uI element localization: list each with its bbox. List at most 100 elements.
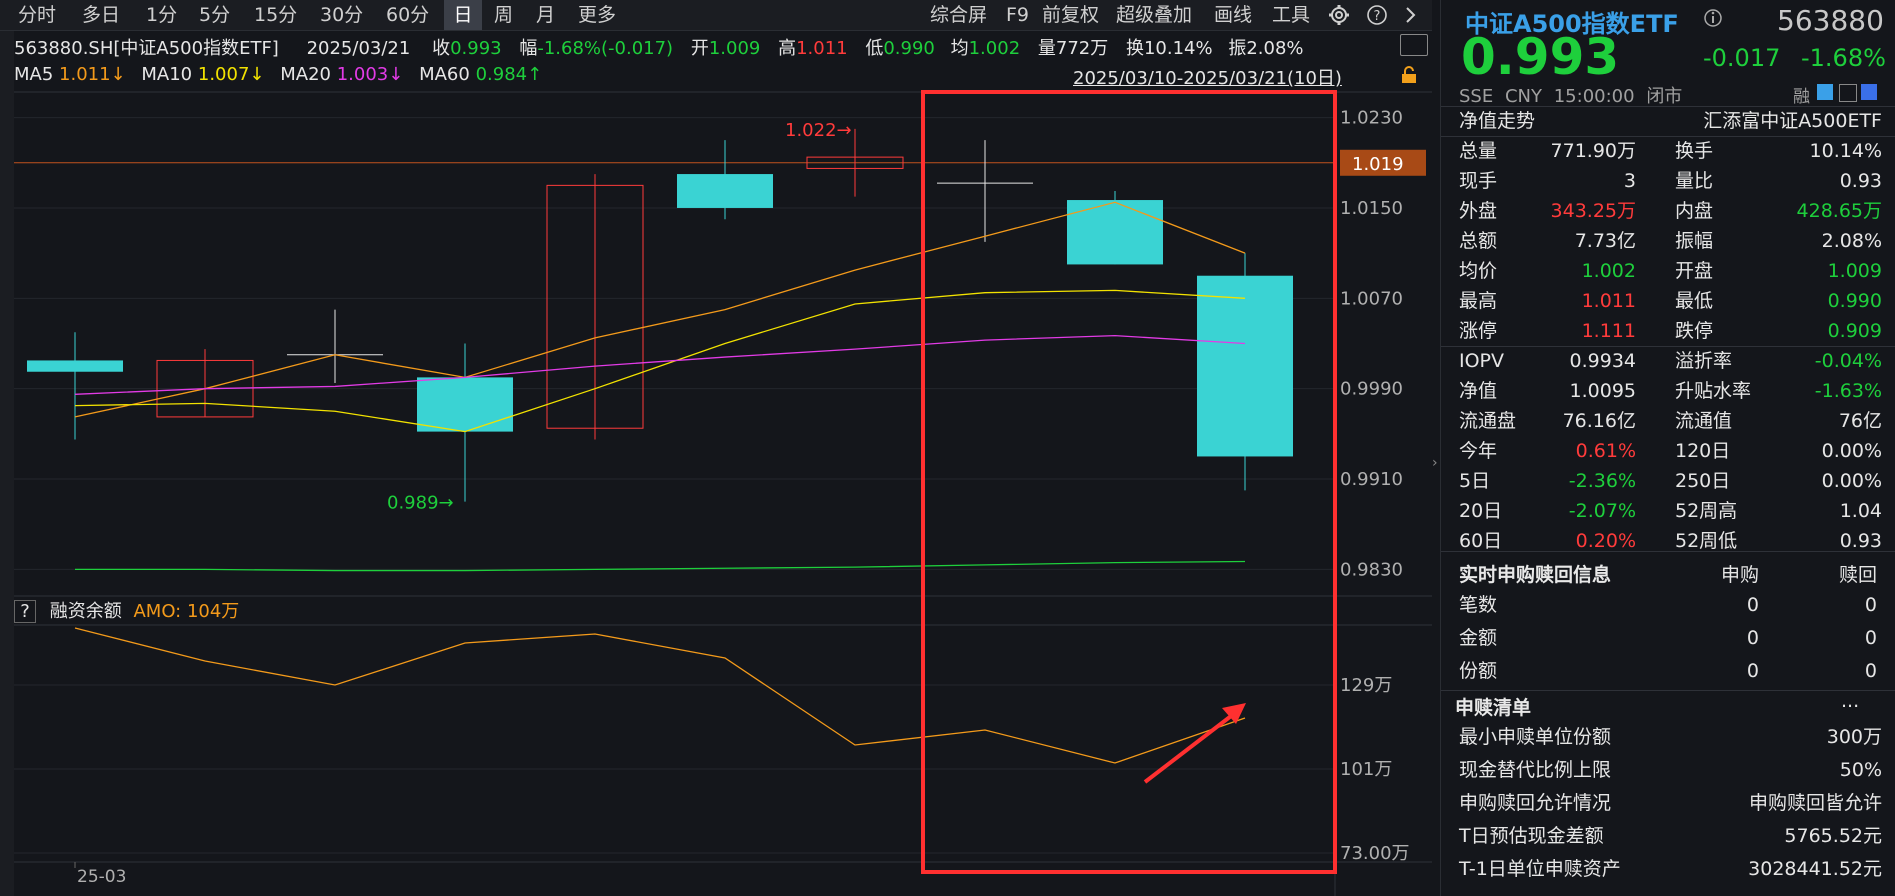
stat-value: 1.111 — [1581, 320, 1636, 342]
forward-adjust-button[interactable]: 前复权 — [1042, 4, 1100, 26]
list-row-label: 现金替代比例上限 — [1459, 759, 1612, 781]
collapse-handle[interactable]: › — [1432, 455, 1438, 471]
add-icon[interactable] — [1839, 84, 1857, 102]
tab-multiday[interactable]: 多日 — [82, 4, 121, 26]
nav-trend-label[interactable]: 净值走势 — [1459, 110, 1536, 132]
tab-15min[interactable]: 15分 — [254, 4, 298, 26]
more-button[interactable]: ... — [1841, 690, 1860, 712]
redemption-list-title: 申赎清单 — [1455, 697, 1532, 719]
period-range-label[interactable]: 2025/03/10-2025/03/21(10日) — [1073, 68, 1342, 89]
market-closed-label: 闭市 — [1646, 86, 1683, 107]
f9-button[interactable]: F9 — [1006, 4, 1030, 26]
candle-body — [806, 156, 904, 169]
quote-info-line: 563880.SH[中证A500指数ETF] 2025/03/21 收0.993… — [14, 34, 1304, 60]
sub-row-label: 份额 — [1459, 660, 1498, 682]
date-label: 2025/03/21 — [306, 38, 411, 59]
stat-row: 流通盘 76.16亿 流通值 76亿 — [1441, 406, 1895, 436]
tab-intraday[interactable]: 分时 — [18, 4, 57, 26]
subscription-row: 笔数 0 0 — [1441, 590, 1895, 620]
chevron-right-icon[interactable] — [1404, 0, 1424, 30]
draw-line-button[interactable]: 画线 — [1214, 4, 1253, 26]
sub-chart-title: 融资余额 — [49, 601, 122, 622]
list-row-label: T-1日单位申赎资产 — [1459, 858, 1621, 880]
amplitude-label: 振 — [1228, 38, 1247, 59]
expand-icon[interactable] — [1861, 84, 1877, 100]
stat-label: 60日 — [1459, 530, 1503, 552]
tab-5min[interactable]: 5分 — [199, 4, 231, 26]
stat-value: -0.04% — [1814, 350, 1882, 372]
stat-label: 溢折率 — [1675, 350, 1733, 372]
list-row-value: 3028441.52元 — [1748, 858, 1882, 880]
help-icon[interactable]: ? — [14, 600, 36, 623]
stat-value: 76亿 — [1838, 410, 1882, 432]
turnover-value: 10.14% — [1143, 38, 1213, 59]
current-price-label: 1.019 — [1352, 154, 1404, 175]
stat-label: 总量 — [1459, 140, 1498, 162]
y-tick-label: 0.9990 — [1340, 379, 1403, 400]
question-icon[interactable]: ? — [1366, 0, 1390, 30]
info-icon[interactable] — [1703, 8, 1723, 28]
lock-icon[interactable] — [1400, 66, 1418, 84]
tab-daily[interactable]: 日 — [444, 0, 482, 30]
stat-row: 总额 7.73亿 振幅 2.08% — [1441, 226, 1895, 256]
edit-icon[interactable] — [1817, 84, 1833, 100]
market-status-line: SSE CNY 15:00:00 闭市 — [1459, 82, 1682, 108]
window-icon[interactable] — [1400, 34, 1428, 56]
nav-trend-row[interactable]: 净值走势 汇添富中证A500ETF — [1441, 106, 1895, 136]
volume-label: 量 — [1037, 38, 1056, 59]
stat-value: 1.0095 — [1569, 380, 1636, 402]
stat-row: 总量 771.90万 换手 10.14% — [1441, 136, 1895, 166]
stat-value: 0.61% — [1575, 440, 1636, 462]
stat-label: 120日 — [1675, 440, 1731, 462]
tab-1min[interactable]: 1分 — [146, 4, 178, 26]
super-overlay-button[interactable]: 超级叠加 — [1116, 4, 1193, 26]
x-tick-label: 25-03 — [77, 867, 126, 887]
candle-body — [1197, 275, 1293, 457]
tools-button[interactable]: 工具 — [1272, 4, 1311, 26]
tab-60min[interactable]: 60分 — [386, 4, 430, 26]
stat-label: 涨停 — [1459, 320, 1498, 342]
stat-value: -2.36% — [1568, 470, 1636, 492]
stat-label: 今年 — [1459, 440, 1498, 462]
stat-label: 升贴水率 — [1675, 380, 1752, 402]
stat-row: 外盘 343.25万 内盘 428.65万 — [1441, 196, 1895, 226]
tab-30min[interactable]: 30分 — [320, 4, 364, 26]
kline-chart[interactable]: 1.0230 1.0150 1.0070 0.9990 0.9910 0.9830 129万… — [0, 0, 1432, 896]
high-label: 高 — [778, 38, 797, 59]
ma-line-ma60 — [75, 560, 1246, 572]
tab-monthly[interactable]: 月 — [536, 4, 556, 26]
stat-label: 流通盘 — [1459, 410, 1517, 432]
redemption-list-row: 现金替代比例上限 50% — [1441, 755, 1895, 785]
stat-label: 20日 — [1459, 500, 1503, 522]
stat-row: 今年 0.61% 120日 0.00% — [1441, 436, 1895, 466]
price-change: -0.017 — [1703, 44, 1781, 72]
stat-value: 76.16亿 — [1562, 410, 1636, 432]
y-tick-label: 1.0070 — [1340, 288, 1403, 309]
stat-label: 开盘 — [1675, 260, 1714, 282]
stat-label: 净值 — [1459, 380, 1498, 402]
trend-arrow-head — [1222, 703, 1246, 724]
low-value: 0.990 — [883, 38, 935, 59]
fund-company-label: 汇添富中证A500ETF — [1703, 110, 1882, 132]
y-tick-label: 0.9910 — [1340, 469, 1403, 490]
stat-label: 均价 — [1459, 260, 1498, 282]
stat-label: 换手 — [1675, 140, 1714, 162]
sub-buy-value: 0 — [1746, 627, 1759, 649]
gear-icon[interactable] — [1328, 0, 1352, 30]
tab-more[interactable]: 更多 — [578, 4, 617, 26]
y-tick-label: 1.0150 — [1340, 198, 1403, 219]
close-label: 收 — [432, 38, 451, 59]
sub-chart-legend: ? 融资余额 AMO: 104万 — [14, 597, 239, 623]
stat-row: IOPV 0.9934 溢折率 -0.04% — [1441, 346, 1895, 376]
stat-label: IOPV — [1459, 350, 1505, 372]
composite-screen-button[interactable]: 综合屏 — [930, 4, 988, 26]
ma10-value: 1.007↓ — [197, 64, 265, 85]
fund-code: 563880 — [1777, 4, 1884, 37]
sub-row-label: 笔数 — [1459, 594, 1498, 616]
tab-weekly[interactable]: 周 — [494, 4, 514, 26]
y-tick-label: 1.0230 — [1340, 108, 1403, 129]
stat-value: -2.07% — [1568, 500, 1636, 522]
stat-row: 涨停 1.111 跌停 0.909 — [1441, 316, 1895, 346]
sub-col-buy: 申购 — [1720, 564, 1759, 586]
stat-value: 7.73亿 — [1574, 230, 1636, 252]
